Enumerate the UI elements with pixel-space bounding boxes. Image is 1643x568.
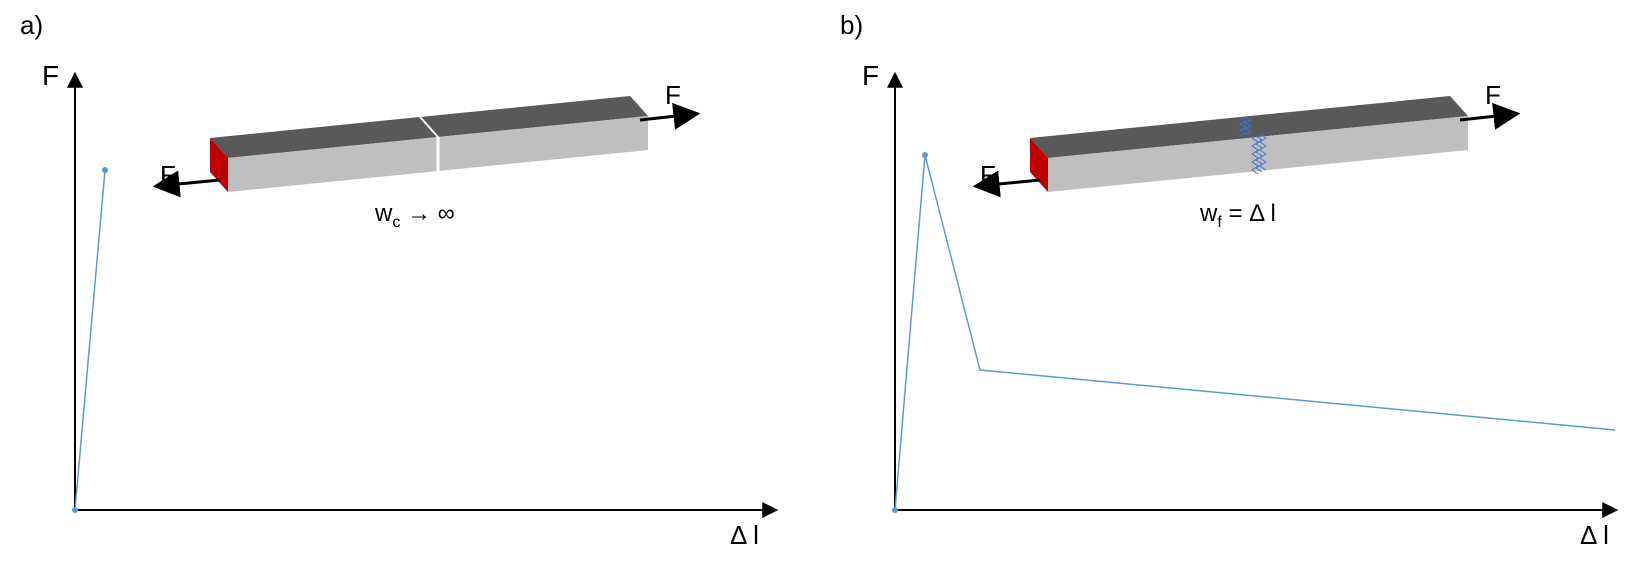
- panel-a-w-label: wc → ∞: [375, 200, 455, 232]
- panel-b-label: b): [840, 10, 863, 41]
- panel-a-label: a): [20, 10, 43, 41]
- figure-container: a) F Δ l: [0, 0, 1643, 568]
- panel-b-force-left: F: [980, 160, 996, 191]
- panel-b-force-right: F: [1485, 80, 1501, 111]
- panel-a-force-left: F: [160, 160, 176, 191]
- panel-b-w-label: wf = Δ l: [1200, 200, 1276, 232]
- panel-b-x-label: Δ l: [1580, 520, 1609, 551]
- panel-a-x-label: Δ l: [730, 520, 759, 551]
- panel-a-force-right: F: [665, 80, 681, 111]
